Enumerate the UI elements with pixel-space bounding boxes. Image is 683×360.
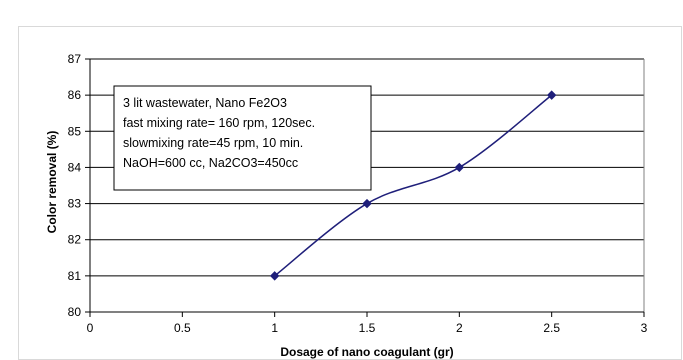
y-tick-label-82: 82 bbox=[68, 233, 82, 247]
x-tick-label-2.5: 2.5 bbox=[543, 321, 560, 335]
x-axis-title: Dosage of nano coagulant (gr) bbox=[280, 345, 453, 359]
annotation-box: 3 lit wastewater, Nano Fe2O3 fast mixing… bbox=[113, 85, 372, 191]
data-series bbox=[274, 94, 553, 277]
x-tick-label-3: 3 bbox=[641, 321, 648, 335]
x-tick-label-1.5: 1.5 bbox=[359, 321, 376, 335]
axes bbox=[85, 58, 645, 317]
y-tick-label-87: 87 bbox=[68, 52, 82, 66]
data-point-2 bbox=[454, 162, 465, 173]
data-point-3 bbox=[546, 90, 557, 100]
data-point-0 bbox=[269, 271, 280, 281]
y-axis-title: Color removal (%) bbox=[45, 131, 59, 234]
y-tick-label-85: 85 bbox=[68, 124, 82, 138]
annotation-line-2: fast mixing rate= 160 rpm, 120sec. bbox=[123, 116, 315, 130]
y-tick-label-84: 84 bbox=[68, 160, 82, 174]
data-markers bbox=[269, 90, 557, 281]
x-tick-label-1: 1 bbox=[271, 321, 278, 335]
data-point-1 bbox=[362, 198, 372, 209]
y-tick-label-86: 86 bbox=[68, 88, 82, 102]
x-tick-labels: 0 0.5 1 1.5 2 2.5 3 bbox=[87, 321, 648, 335]
y-tick-labels: 80 81 82 83 84 85 86 87 bbox=[68, 52, 82, 319]
annotation-line-1: 3 lit wastewater, Nano Fe2O3 bbox=[123, 96, 287, 110]
annotation-line-4: NaOH=600 cc, Na2CO3=450cc bbox=[123, 156, 298, 170]
y-tick-label-83: 83 bbox=[68, 197, 82, 211]
annotation-line-3: slowmixing rate=45 rpm, 10 min. bbox=[123, 136, 303, 150]
y-tick-label-80: 80 bbox=[68, 305, 82, 319]
x-tick-label-0.5: 0.5 bbox=[174, 321, 191, 335]
x-tick-label-2: 2 bbox=[456, 321, 463, 335]
x-tick-label-0: 0 bbox=[87, 321, 94, 335]
y-tick-label-81: 81 bbox=[68, 269, 82, 283]
series-line-0 bbox=[274, 94, 553, 277]
annotation-border bbox=[113, 85, 372, 191]
